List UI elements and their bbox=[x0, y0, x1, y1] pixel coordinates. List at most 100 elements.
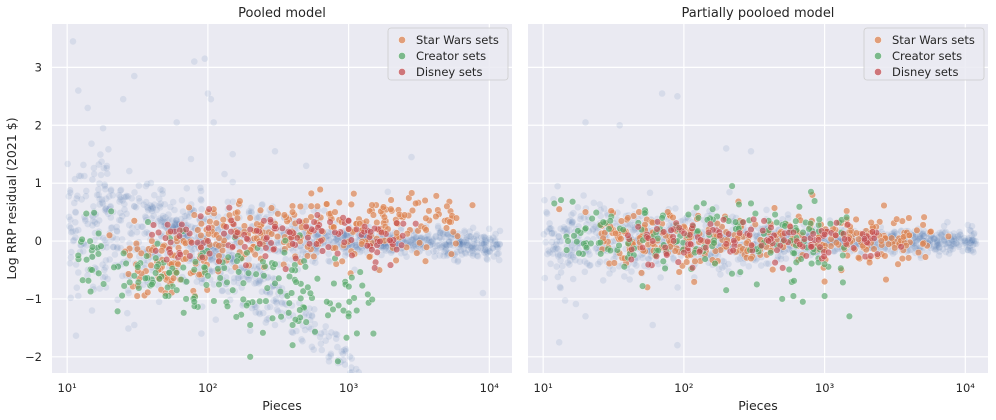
point-all-sets bbox=[473, 231, 481, 238]
point-creator bbox=[771, 211, 779, 219]
point-all-sets bbox=[410, 242, 417, 249]
point-all-sets bbox=[173, 217, 180, 225]
point-disney bbox=[149, 221, 158, 229]
point-all-sets bbox=[142, 198, 150, 206]
point-all-sets bbox=[209, 268, 216, 275]
point-star-wars bbox=[854, 254, 863, 262]
point-disney bbox=[779, 264, 787, 272]
point-all-sets bbox=[569, 275, 577, 283]
point-all-sets bbox=[473, 239, 481, 247]
point-all-sets bbox=[65, 193, 73, 200]
point-all-sets bbox=[437, 229, 444, 237]
point-disney bbox=[302, 223, 310, 231]
point-all-sets bbox=[308, 313, 316, 320]
point-disney bbox=[789, 228, 797, 236]
point-all-sets bbox=[358, 247, 366, 254]
point-disney bbox=[739, 218, 747, 226]
point-star-wars bbox=[296, 202, 304, 211]
point-all-sets bbox=[831, 247, 839, 254]
points bbox=[64, 38, 504, 373]
legend: Star Wars sets Creator sets Disney sets bbox=[387, 27, 509, 81]
point-creator bbox=[277, 313, 285, 321]
point-creator bbox=[732, 218, 740, 226]
point-creator bbox=[709, 205, 717, 213]
point-all-sets bbox=[221, 170, 228, 178]
point-creator bbox=[100, 280, 108, 288]
point-all-sets bbox=[117, 209, 124, 217]
point-all-sets bbox=[133, 228, 141, 236]
point-creator bbox=[345, 312, 353, 320]
point-star-wars bbox=[323, 200, 331, 208]
point-all-sets bbox=[424, 232, 431, 239]
y-axis-label: Log RRP residual (2021 $) bbox=[4, 117, 19, 279]
point-all-sets bbox=[410, 232, 418, 239]
point-star-wars bbox=[881, 252, 889, 260]
point-all-sets bbox=[544, 250, 551, 258]
point-all-sets bbox=[157, 186, 164, 193]
point-disney bbox=[313, 211, 321, 219]
point-all-sets bbox=[931, 234, 939, 242]
point-disney bbox=[399, 232, 407, 240]
point-disney bbox=[850, 244, 858, 252]
point-all-sets bbox=[437, 244, 444, 251]
point-all-sets bbox=[952, 239, 960, 247]
point-all-sets bbox=[969, 246, 976, 254]
point-all-sets bbox=[831, 248, 838, 255]
point-disney bbox=[686, 240, 694, 248]
point-all-sets bbox=[494, 243, 501, 251]
point-disney bbox=[352, 225, 361, 233]
point-all-sets bbox=[462, 239, 470, 246]
point-star-wars bbox=[206, 218, 214, 226]
point-all-sets bbox=[270, 297, 277, 305]
point-all-sets bbox=[157, 216, 164, 224]
point-creator bbox=[190, 266, 198, 274]
point-all-sets bbox=[207, 256, 214, 264]
panel-title: Pooled model bbox=[238, 6, 326, 21]
point-disney bbox=[368, 246, 376, 254]
point-all-sets bbox=[119, 212, 126, 220]
point-star-wars bbox=[219, 216, 227, 224]
point-all-sets bbox=[930, 235, 938, 243]
y-tick-label: −1 bbox=[25, 292, 42, 306]
point-all-sets bbox=[784, 211, 792, 218]
point-all-sets bbox=[191, 245, 198, 253]
point-disney bbox=[204, 224, 213, 232]
point-all-sets bbox=[963, 238, 971, 245]
point-all-sets bbox=[906, 247, 913, 254]
point-creator bbox=[239, 279, 247, 287]
point-all-sets bbox=[480, 239, 488, 247]
point-star-wars bbox=[350, 190, 358, 198]
point-all-sets bbox=[210, 281, 218, 288]
point-all-sets bbox=[119, 197, 126, 204]
point-all-sets bbox=[765, 260, 772, 268]
point-all-sets bbox=[446, 233, 454, 241]
point-disney bbox=[163, 256, 171, 264]
point-all-sets bbox=[491, 238, 499, 245]
point-creator bbox=[134, 263, 142, 271]
point-star-wars bbox=[867, 219, 875, 227]
point-all-sets bbox=[589, 227, 597, 234]
point-disney bbox=[318, 247, 327, 255]
point-disney bbox=[747, 225, 755, 234]
point-all-sets bbox=[443, 230, 451, 237]
point-all-sets bbox=[916, 233, 924, 240]
point-disney bbox=[624, 231, 632, 239]
point-all-sets bbox=[306, 305, 313, 312]
point-all-sets bbox=[116, 198, 123, 205]
point-all-sets bbox=[122, 193, 130, 201]
point-all-sets bbox=[487, 236, 495, 243]
point-creator bbox=[179, 263, 187, 272]
point-all-sets bbox=[134, 223, 141, 230]
point-all-sets bbox=[148, 207, 156, 215]
point-all-sets bbox=[467, 233, 474, 240]
point-disney bbox=[166, 249, 174, 257]
point-disney bbox=[821, 230, 829, 238]
point-star-wars bbox=[307, 189, 315, 197]
point-disney bbox=[198, 253, 206, 261]
point-all-sets bbox=[317, 330, 325, 337]
point-all-sets bbox=[339, 350, 347, 358]
point-all-sets bbox=[95, 217, 103, 224]
point-disney bbox=[722, 240, 730, 248]
point-disney bbox=[312, 240, 321, 248]
point-all-sets bbox=[338, 348, 346, 355]
